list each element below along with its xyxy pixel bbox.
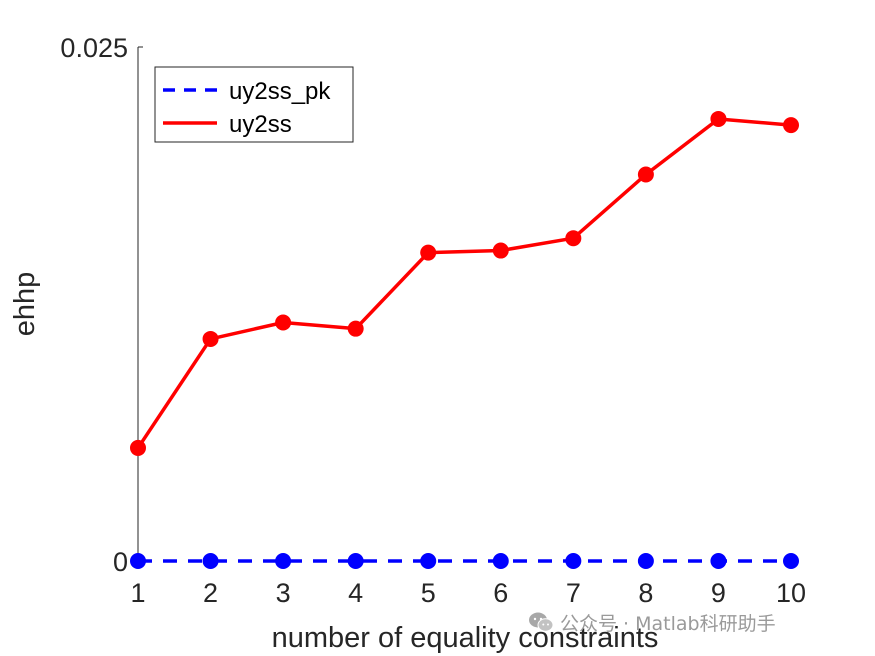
data-point-uy2ss: [420, 244, 437, 261]
data-point-uy2ss: [565, 230, 582, 247]
x-tick-label: 5: [421, 578, 436, 608]
legend-label-uy2ss_pk: uy2ss_pk: [229, 78, 331, 105]
series-uy2ss: [130, 110, 799, 456]
x-tick-label: 10: [776, 578, 806, 608]
data-point-uy2ss_pk: [637, 553, 654, 569]
x-tick-label: 8: [638, 578, 653, 608]
legend-box: [154, 66, 354, 143]
data-point-uy2ss: [710, 110, 727, 127]
x-tick-label: 2: [203, 578, 218, 608]
data-point-uy2ss: [202, 330, 219, 347]
data-point-uy2ss: [347, 320, 364, 337]
series-uy2ss_pk: [130, 553, 799, 569]
x-tick-label: 4: [348, 578, 363, 608]
y-axis: 0.025 0: [60, 33, 143, 577]
x-tick-label: 6: [493, 578, 508, 608]
data-point-uy2ss_pk: [347, 553, 364, 569]
x-tick-labels: 1 2 3 4 5 6 7 8 9 10: [130, 578, 806, 608]
data-point-uy2ss: [637, 166, 654, 183]
data-point-uy2ss: [492, 242, 509, 259]
series-line-uy2ss: [136, 117, 792, 449]
x-tick-label: 1: [130, 578, 145, 608]
watermark: 公众号 · Matlab科研助手: [528, 607, 776, 637]
x-tick-label: 9: [711, 578, 726, 608]
y-axis-label: ehhp: [9, 272, 41, 337]
data-point-uy2ss: [130, 439, 146, 456]
legend: uy2ss_pk uy2ss: [154, 66, 354, 143]
data-point-uy2ss_pk: [565, 553, 582, 569]
data-point-uy2ss_pk: [130, 553, 146, 569]
x-tick-label: 3: [276, 578, 291, 608]
x-tick-label: 7: [566, 578, 581, 608]
x-axis-label: number of equality constraints: [272, 622, 659, 654]
series-layer: [130, 110, 799, 569]
data-point-uy2ss_pk: [275, 553, 292, 569]
data-point-uy2ss: [275, 314, 292, 331]
legend-label-uy2ss: uy2ss: [229, 111, 292, 138]
wechat-icon: [529, 612, 554, 632]
data-point-uy2ss_pk: [710, 553, 727, 569]
data-point-uy2ss_pk: [492, 553, 509, 569]
y-tick-label-top: 0.025: [60, 33, 128, 63]
data-point-uy2ss_pk: [202, 553, 219, 569]
watermark-text: 公众号 · Matlab科研助手: [560, 612, 776, 635]
data-point-uy2ss_pk: [420, 553, 437, 569]
data-point-uy2ss_pk: [783, 553, 799, 569]
y-tick-label-bottom: 0: [113, 547, 128, 577]
data-point-uy2ss: [783, 117, 799, 134]
